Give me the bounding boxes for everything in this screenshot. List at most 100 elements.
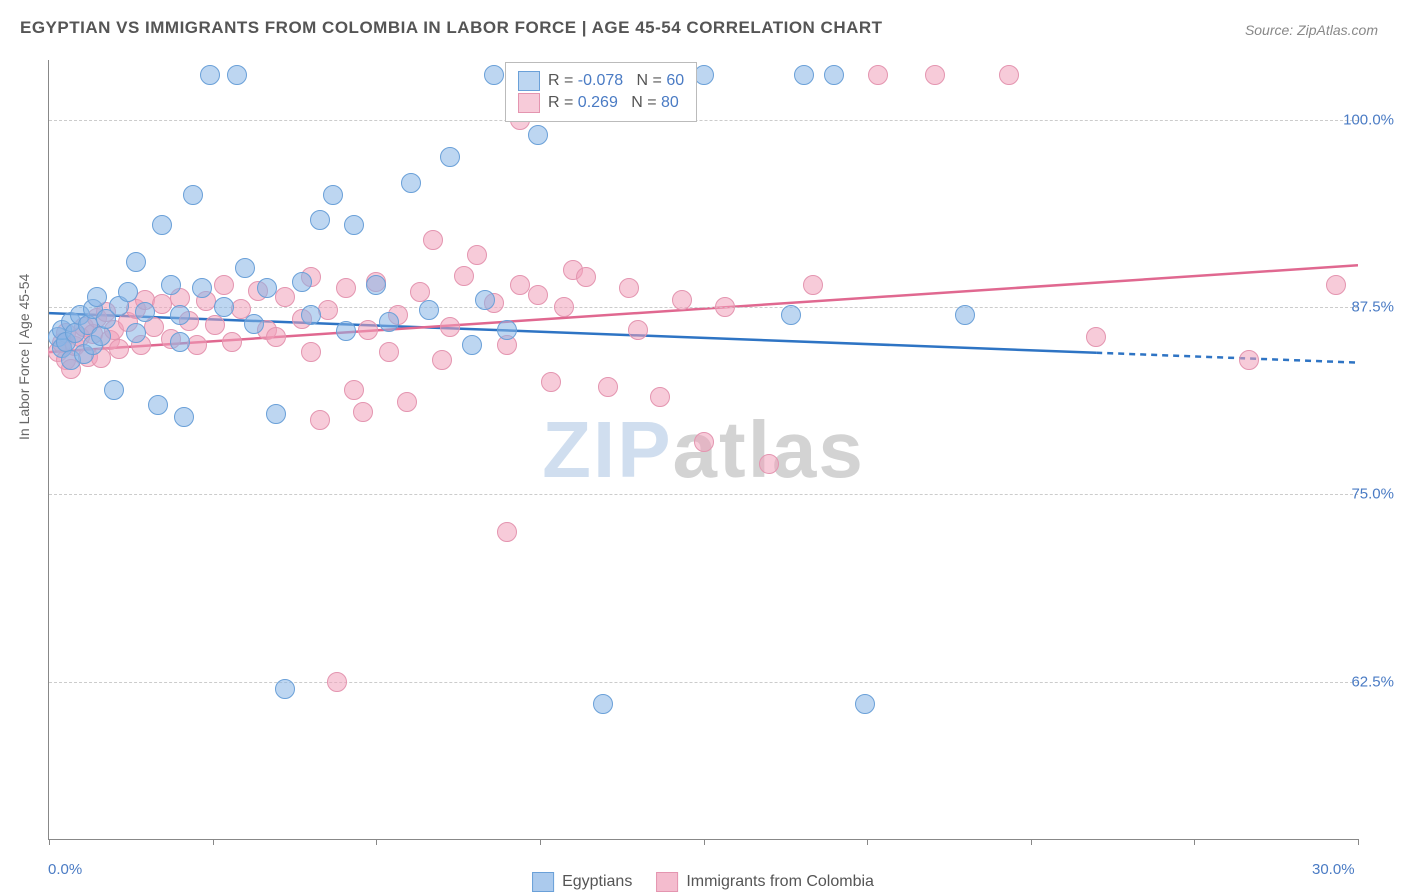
- data-point: [955, 305, 975, 325]
- gridline: [49, 120, 1358, 121]
- data-point: [301, 305, 321, 325]
- gridline: [49, 682, 1358, 683]
- y-tick-label: 62.5%: [1351, 673, 1394, 690]
- data-point: [152, 215, 172, 235]
- chart-title: EGYPTIAN VS IMMIGRANTS FROM COLOMBIA IN …: [20, 18, 883, 38]
- x-tick-label: 30.0%: [1312, 861, 1355, 878]
- data-point: [855, 694, 875, 714]
- data-point: [672, 290, 692, 310]
- data-point: [497, 320, 517, 340]
- x-tick-mark: [1358, 839, 1359, 845]
- data-point: [598, 377, 618, 397]
- data-point: [318, 300, 338, 320]
- data-point: [104, 380, 124, 400]
- data-point: [440, 317, 460, 337]
- legend-label-colombia: Immigrants from Colombia: [686, 873, 874, 891]
- data-point: [187, 335, 207, 355]
- legend-swatch-colombia: [656, 872, 678, 892]
- data-point: [619, 278, 639, 298]
- data-point: [344, 215, 364, 235]
- data-point: [454, 266, 474, 286]
- data-point: [759, 454, 779, 474]
- data-point: [118, 282, 138, 302]
- legend-swatch: [518, 93, 540, 113]
- data-point: [484, 65, 504, 85]
- data-point: [1239, 350, 1259, 370]
- data-point: [576, 267, 596, 287]
- trend-line-dashed: [1096, 353, 1358, 363]
- data-point: [200, 65, 220, 85]
- data-point: [650, 387, 670, 407]
- x-tick-mark: [1194, 839, 1195, 845]
- data-point: [301, 342, 321, 362]
- data-point: [432, 350, 452, 370]
- data-point: [126, 323, 146, 343]
- data-point: [528, 285, 548, 305]
- data-point: [628, 320, 648, 340]
- x-tick-mark: [213, 839, 214, 845]
- data-point: [397, 392, 417, 412]
- data-point: [497, 522, 517, 542]
- data-point: [1326, 275, 1346, 295]
- data-point: [925, 65, 945, 85]
- source-credit: Source: ZipAtlas.com: [1245, 22, 1378, 38]
- data-point: [541, 372, 561, 392]
- legend-item-colombia: Immigrants from Colombia: [656, 872, 874, 892]
- data-point: [205, 315, 225, 335]
- data-point: [715, 297, 735, 317]
- legend-bottom: Egyptians Immigrants from Colombia: [532, 872, 874, 892]
- legend-stats-box: R = -0.078 N = 60 R = 0.269 N = 80: [505, 62, 697, 122]
- data-point: [323, 185, 343, 205]
- data-point: [222, 332, 242, 352]
- data-point: [183, 185, 203, 205]
- data-point: [244, 314, 264, 334]
- x-tick-mark: [540, 839, 541, 845]
- legend-stats-text: R = 0.269 N = 80: [548, 94, 679, 112]
- plot-area: ZIPatlas: [48, 60, 1358, 840]
- data-point: [419, 300, 439, 320]
- data-point: [214, 275, 234, 295]
- data-point: [336, 278, 356, 298]
- data-point: [109, 339, 129, 359]
- data-point: [440, 147, 460, 167]
- gridline: [49, 494, 1358, 495]
- data-point: [694, 432, 714, 452]
- data-point: [266, 327, 286, 347]
- data-point: [379, 342, 399, 362]
- data-point: [410, 282, 430, 302]
- data-point: [379, 312, 399, 332]
- data-point: [401, 173, 421, 193]
- legend-item-egyptians: Egyptians: [532, 872, 632, 892]
- legend-stats-text: R = -0.078 N = 60: [548, 72, 684, 90]
- data-point: [174, 407, 194, 427]
- data-point: [344, 380, 364, 400]
- data-point: [868, 65, 888, 85]
- legend-swatch: [518, 71, 540, 91]
- data-point: [593, 694, 613, 714]
- data-point: [148, 395, 168, 415]
- data-point: [126, 252, 146, 272]
- data-point: [310, 210, 330, 230]
- y-tick-label: 75.0%: [1351, 486, 1394, 503]
- data-point: [554, 297, 574, 317]
- data-point: [257, 278, 277, 298]
- legend-stats-row: R = 0.269 N = 80: [518, 93, 684, 113]
- x-tick-mark: [376, 839, 377, 845]
- data-point: [292, 272, 312, 292]
- data-point: [358, 320, 378, 340]
- data-point: [528, 125, 548, 145]
- data-point: [135, 302, 155, 322]
- data-point: [327, 672, 347, 692]
- x-tick-label: 0.0%: [48, 861, 82, 878]
- data-point: [1086, 327, 1106, 347]
- data-point: [336, 321, 356, 341]
- data-point: [467, 245, 487, 265]
- data-point: [794, 65, 814, 85]
- legend-swatch-egyptians: [532, 872, 554, 892]
- data-point: [781, 305, 801, 325]
- data-point: [824, 65, 844, 85]
- watermark-zip: ZIP: [542, 405, 672, 494]
- data-point: [227, 65, 247, 85]
- data-point: [266, 404, 286, 424]
- y-tick-label: 87.5%: [1351, 299, 1394, 316]
